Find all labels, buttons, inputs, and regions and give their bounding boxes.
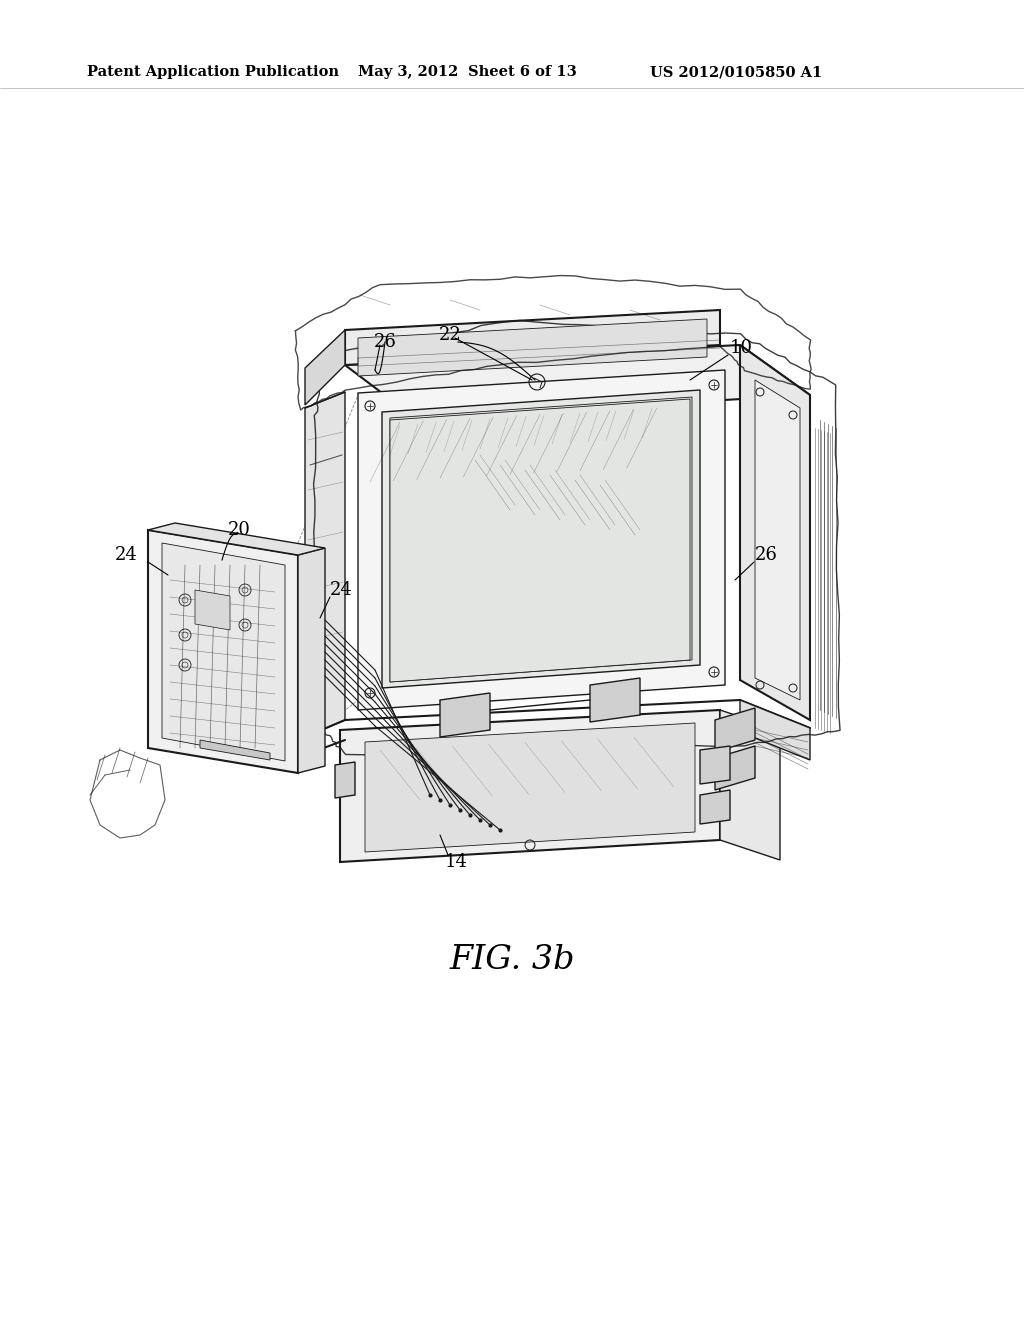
Text: 26: 26 bbox=[374, 333, 396, 351]
Polygon shape bbox=[345, 310, 720, 366]
Polygon shape bbox=[148, 523, 325, 554]
Text: 26: 26 bbox=[755, 546, 778, 564]
Text: 14: 14 bbox=[445, 853, 468, 871]
Polygon shape bbox=[440, 693, 490, 737]
Polygon shape bbox=[715, 746, 755, 789]
Polygon shape bbox=[755, 380, 800, 700]
Polygon shape bbox=[148, 531, 298, 774]
Polygon shape bbox=[195, 590, 230, 630]
Polygon shape bbox=[390, 399, 690, 682]
Text: 24: 24 bbox=[330, 581, 352, 599]
Polygon shape bbox=[345, 345, 810, 418]
Polygon shape bbox=[365, 723, 695, 851]
Polygon shape bbox=[740, 345, 810, 719]
Polygon shape bbox=[335, 762, 355, 799]
Text: US 2012/0105850 A1: US 2012/0105850 A1 bbox=[650, 65, 822, 79]
Polygon shape bbox=[740, 700, 810, 760]
Text: Patent Application Publication: Patent Application Publication bbox=[87, 65, 339, 79]
Polygon shape bbox=[590, 678, 640, 722]
Polygon shape bbox=[200, 741, 270, 760]
Text: Sheet 6 of 13: Sheet 6 of 13 bbox=[468, 65, 577, 79]
Polygon shape bbox=[162, 543, 285, 762]
Text: FIG. 3b: FIG. 3b bbox=[450, 944, 574, 975]
Polygon shape bbox=[720, 710, 780, 861]
Polygon shape bbox=[298, 548, 325, 774]
Polygon shape bbox=[305, 392, 345, 737]
Polygon shape bbox=[700, 789, 730, 824]
Text: 10: 10 bbox=[730, 339, 753, 356]
Polygon shape bbox=[390, 397, 692, 682]
Polygon shape bbox=[700, 746, 730, 784]
Text: 24: 24 bbox=[116, 546, 138, 564]
Polygon shape bbox=[358, 319, 707, 376]
Polygon shape bbox=[715, 708, 755, 752]
Polygon shape bbox=[358, 370, 725, 710]
Text: May 3, 2012: May 3, 2012 bbox=[358, 65, 459, 79]
Polygon shape bbox=[340, 710, 720, 862]
Text: 20: 20 bbox=[228, 521, 251, 539]
Text: 22: 22 bbox=[438, 326, 462, 345]
Polygon shape bbox=[305, 330, 345, 405]
Polygon shape bbox=[382, 389, 700, 688]
